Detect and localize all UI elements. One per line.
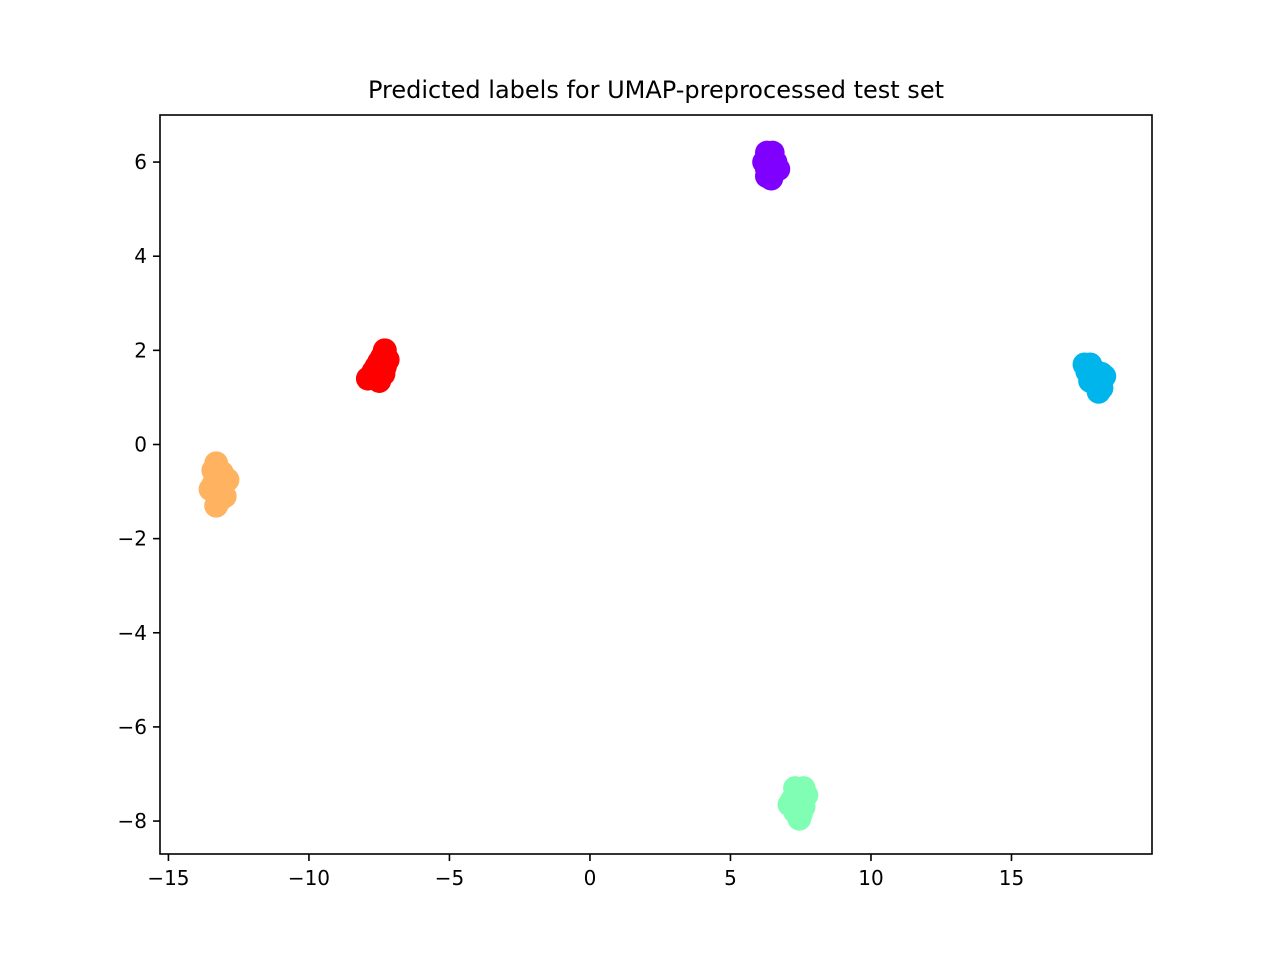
x-tick-label: −15 [147,866,189,890]
scatter-point [787,806,812,831]
y-axis: −8 −6 −4 −2 0 2 4 6 [118,150,160,833]
scatter-series-2 [198,451,240,518]
y-tick-label: −8 [118,809,147,833]
x-tick-label: 15 [999,866,1024,890]
scatter-point [759,166,784,191]
y-tick-label: −4 [118,621,147,645]
plot-frame [159,114,1153,855]
x-tick-label: −10 [288,866,330,890]
x-axis: −15 −10 −5 0 5 10 15 [147,854,1024,890]
y-tick-label: 6 [134,150,147,174]
y-tick-label: −2 [118,527,147,551]
y-tick-label: 4 [134,244,147,268]
scatter-series-1 [355,338,400,393]
x-tick-label: 10 [858,866,883,890]
x-tick-label: −5 [435,866,464,890]
scatter-point [204,493,229,518]
scatter-point [1086,379,1111,404]
y-tick-label: 0 [134,432,147,456]
chart-title: Predicted labels for UMAP-preprocessed t… [368,76,944,104]
x-tick-label: 0 [584,866,597,890]
scatter-series-0 [752,140,791,191]
y-tick-label: −6 [118,715,147,739]
scatter-series-3 [1072,352,1117,404]
x-tick-label: 5 [724,866,737,890]
y-tick-label: 2 [134,338,147,362]
scatter-points [198,140,1117,831]
scatter-series-4 [777,776,819,831]
scatter-point [367,368,392,393]
